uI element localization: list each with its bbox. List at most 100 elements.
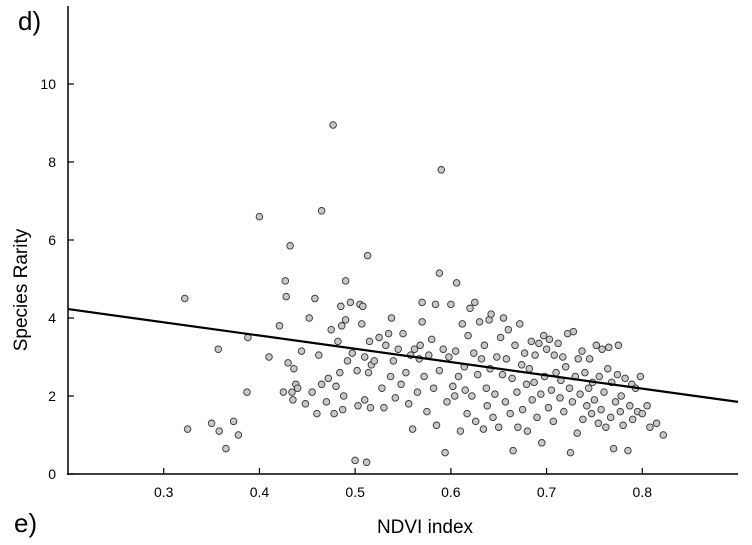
data-point: [595, 372, 603, 381]
data-point: [451, 347, 460, 355]
data-point: [568, 398, 577, 406]
data-point: [473, 370, 482, 379]
data-point: [602, 423, 610, 431]
data-point: [243, 388, 251, 396]
y-tick-label: 2: [48, 388, 56, 404]
data-point: [501, 398, 510, 406]
data-point: [479, 425, 488, 433]
data-point: [513, 388, 521, 396]
data-point: [509, 446, 517, 455]
data-point: [286, 242, 294, 250]
data-point: [293, 384, 302, 392]
data-point: [351, 456, 359, 465]
data-point: [502, 355, 511, 363]
data-point: [387, 314, 396, 322]
data-point: [384, 329, 393, 338]
data-point: [450, 392, 459, 400]
data-point: [482, 384, 491, 392]
data-point: [560, 407, 568, 416]
data-point: [222, 444, 230, 453]
data-point: [341, 277, 350, 285]
data-point: [516, 320, 524, 328]
data-point: [282, 292, 290, 301]
data-point: [358, 320, 366, 328]
data-point: [234, 431, 243, 439]
data-point: [542, 345, 551, 353]
data-point: [475, 318, 484, 326]
data-point: [366, 403, 375, 412]
data-point: [348, 349, 357, 357]
data-point: [604, 364, 612, 373]
data-point: [545, 335, 554, 344]
data-point: [329, 121, 337, 129]
data-point: [525, 364, 534, 373]
data-point: [394, 345, 402, 353]
data-point: [418, 318, 426, 326]
data-point: [322, 398, 331, 406]
data-point: [410, 345, 419, 353]
data-point: [470, 349, 478, 357]
data-point: [499, 314, 508, 322]
data-point: [432, 421, 441, 430]
data-point: [354, 402, 362, 410]
data-point: [452, 279, 461, 287]
data-point: [576, 390, 584, 398]
x-tick-label: 0.8: [633, 484, 653, 500]
data-point: [535, 339, 543, 348]
data-point: [458, 320, 467, 328]
data-point: [539, 331, 548, 340]
data-point: [334, 337, 342, 346]
x-tick-label: 0.4: [250, 484, 270, 500]
data-point: [659, 431, 668, 439]
data-point: [643, 402, 651, 410]
data-point: [454, 372, 463, 381]
data-point: [404, 400, 413, 408]
data-point: [621, 374, 629, 383]
data-point: [416, 341, 424, 350]
y-tick-label: 8: [48, 154, 56, 170]
data-point: [578, 347, 586, 355]
data-point: [360, 353, 369, 361]
data-point: [585, 355, 594, 363]
data-point: [606, 413, 615, 422]
data-point: [569, 327, 578, 336]
data-point: [353, 366, 361, 375]
data-point: [573, 429, 581, 437]
x-tick-label: 0.6: [441, 484, 461, 500]
data-point: [487, 310, 495, 318]
data-point: [408, 425, 417, 433]
axes: 0 2 4 6 8 10 0.3 0.4 0.5 0.6 0.7 0.8: [40, 6, 738, 500]
data-point: [508, 374, 516, 383]
data-point: [346, 298, 355, 307]
data-point: [600, 388, 608, 396]
data-point: [339, 392, 348, 400]
data-point: [554, 339, 562, 348]
data-point: [284, 359, 292, 367]
data-point: [619, 421, 627, 430]
data-point: [265, 353, 273, 361]
data-point: [362, 458, 371, 467]
data-point: [445, 353, 453, 361]
data-point: [279, 388, 288, 396]
data-point: [646, 423, 654, 431]
trend-line: [67, 307, 739, 403]
data-point: [425, 351, 433, 359]
data-point: [549, 417, 558, 426]
x-axis-label: NDVI index: [377, 517, 474, 538]
data-point: [183, 425, 192, 433]
data-point: [431, 300, 440, 309]
data-point: [363, 251, 372, 260]
data-point: [336, 368, 344, 377]
panel-label-d: d): [18, 6, 42, 36]
data-point: [281, 277, 290, 285]
data-point: [517, 361, 526, 369]
data-point: [550, 351, 558, 359]
data-point: [531, 351, 539, 359]
data-point: [317, 207, 326, 215]
data-point: [441, 448, 449, 457]
data-point: [447, 300, 455, 309]
data-point: [429, 384, 438, 392]
data-point: [514, 423, 522, 431]
data-point: [229, 417, 238, 426]
